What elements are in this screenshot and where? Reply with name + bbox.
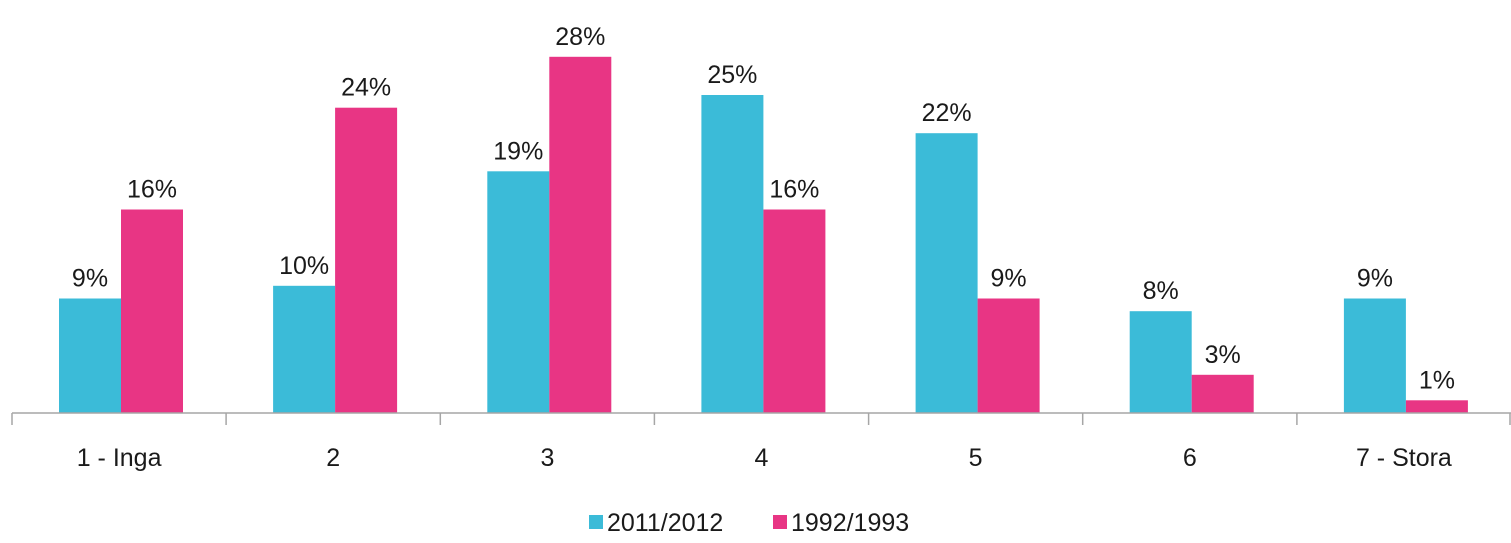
x-tick-label: 2 — [326, 444, 340, 472]
bar-series-1-cat-2 — [273, 285, 336, 413]
data-label: 16% — [127, 176, 177, 204]
data-label: 8% — [1143, 277, 1179, 305]
legend-label-1: 2011/2012 — [607, 509, 723, 537]
bar-series-1-cat-4 — [701, 95, 764, 413]
x-tick-labels-group: 1 - Inga 2 3 4 5 6 7 - Stora — [77, 444, 1452, 472]
data-label: 25% — [707, 61, 757, 89]
legend-label-2: 1992/1993 — [791, 509, 909, 537]
bar-series-2-cat-7 — [1405, 400, 1468, 413]
data-label: 3% — [1205, 341, 1241, 369]
data-labels-group: 9% 10% 19% 25% 22% 8% 9% 16% 24% 28% 16% 9% 3% 1% — [72, 23, 1455, 394]
x-tick-label: 5 — [969, 444, 983, 472]
bar-series-2-cat-1 — [121, 209, 183, 413]
legend: 2011/2012 1992/1993 — [589, 509, 909, 537]
x-tick-label: 7 - Stora — [1356, 444, 1452, 472]
x-tick-label: 4 — [755, 444, 769, 472]
data-label: 9% — [991, 265, 1027, 293]
data-label: 1% — [1419, 366, 1455, 394]
legend-swatch-1 — [589, 515, 603, 529]
x-tick-label: 1 - Inga — [77, 444, 162, 472]
bar-series-2-cat-4 — [763, 209, 826, 413]
data-label: 16% — [769, 176, 819, 204]
bar-series-1-cat-3 — [487, 171, 550, 413]
bar-series-2-cat-5 — [977, 298, 1040, 413]
x-tick-label: 6 — [1183, 444, 1197, 472]
bars-group — [59, 56, 1468, 414]
data-label: 22% — [922, 99, 972, 127]
bar-series-1-cat-6 — [1129, 311, 1192, 413]
data-label: 10% — [279, 252, 329, 280]
data-label: 24% — [341, 74, 391, 102]
legend-swatch-2 — [773, 515, 787, 529]
data-label: 28% — [555, 23, 605, 51]
bar-series-2-cat-3 — [549, 56, 612, 414]
bar-series-1-cat-1 — [59, 298, 121, 413]
bar-series-1-cat-5 — [915, 133, 978, 413]
bar-series-1-cat-7 — [1343, 298, 1406, 413]
data-label: 9% — [72, 265, 108, 293]
x-ticks-group — [11, 413, 1511, 425]
bar-series-2-cat-6 — [1191, 374, 1254, 413]
data-label: 9% — [1357, 265, 1393, 293]
bar-series-2-cat-2 — [335, 107, 398, 413]
data-label: 19% — [493, 137, 543, 165]
x-tick-label: 3 — [540, 444, 554, 472]
